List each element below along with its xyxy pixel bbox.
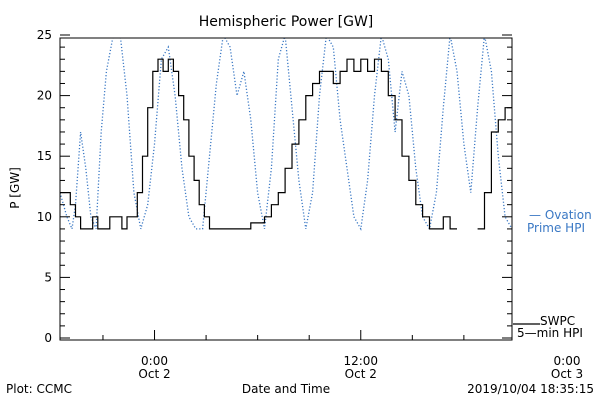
x-tick-label-time: 0:00 [141,354,168,368]
legend-swpc-line1: SWPC [540,314,575,328]
y-tick-label: 20 [37,89,52,103]
legend-ovation-line2: Prime HPI [527,221,585,235]
series-line-swpc-hpi [477,94,512,230]
x-tick-label-date: Oct 2 [138,367,170,381]
y-axis-label: P [GW] [8,167,22,209]
x-axis-label: Date and Time [242,382,330,396]
legend-swpc-line2: 5—min HPI [517,326,583,340]
plot-credit: Plot: CCMC [6,382,72,396]
y-tick-label: 5 [44,270,52,284]
x-tick-label-date: Oct 2 [345,367,377,381]
series-line-swpc-hpi [60,58,457,230]
y-axis-ticks: 0 5 10 15 20 25 [37,28,512,345]
y-tick-label: 15 [37,149,52,163]
chart-title: Hemispheric Power [GW] [199,14,374,30]
series-line-ovation-prime-hpi [60,38,512,232]
x-tick-label-date: Oct 3 [551,367,583,381]
series-swpc-hpi [60,58,512,230]
y-tick-label: 25 [37,28,52,42]
legend-ovation-line1: — Ovation [529,208,592,222]
y-tick-label: 10 [37,210,52,224]
plot-frame [59,37,513,341]
x-tick-label-time: 0:00 [554,354,581,368]
x-tick-label-time: 12:00 [343,354,378,368]
plot-timestamp: 2019/10/04 18:35:15 [467,382,594,396]
legend: — Ovation Prime HPI SWPC 5—min HPI [513,208,592,340]
y-tick-label: 0 [44,331,52,345]
